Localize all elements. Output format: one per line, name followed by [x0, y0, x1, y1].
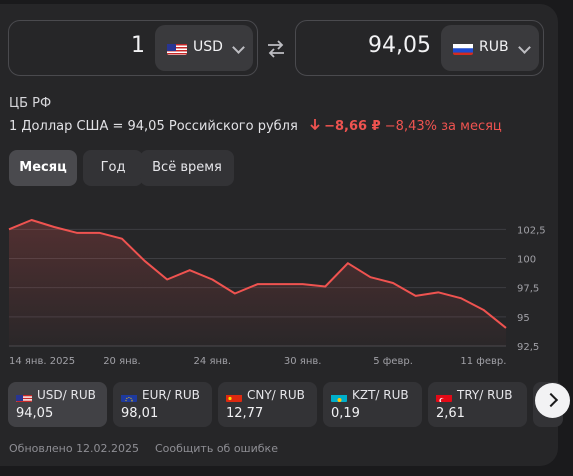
- arrow-down-icon: [310, 118, 320, 134]
- to-currency-select[interactable]: RUB: [441, 25, 539, 71]
- from-currency-select[interactable]: USD: [155, 25, 253, 71]
- chevron-down-icon: [232, 41, 245, 54]
- series-line: [8, 219, 507, 329]
- rate-change: −8,66 ₽: [324, 119, 381, 134]
- tile-eur-rub[interactable]: EUR/ RUB 98,01: [113, 382, 212, 427]
- currency-converter-card: 1 USD 94,05: [0, 4, 563, 466]
- tab-all-time[interactable]: Всё время: [140, 150, 234, 186]
- y-tick-label: 100: [517, 255, 536, 266]
- next-tiles-button[interactable]: [535, 383, 570, 418]
- y-tick-label: 95: [517, 313, 530, 324]
- tr-flag-icon: [436, 391, 452, 402]
- swap-arrows-icon[interactable]: [266, 40, 286, 58]
- chevron-down-icon: [518, 41, 531, 54]
- y-tick-label: 102,5: [517, 225, 546, 236]
- tile-try-rub[interactable]: TRY/ RUB 2,61: [428, 382, 527, 427]
- x-tick-label: 24 янв.: [194, 356, 232, 367]
- tab-month[interactable]: Месяц: [9, 150, 77, 186]
- tile-value: 0,19: [331, 406, 360, 421]
- rate-change-period: за месяц: [441, 119, 502, 134]
- series-area: [9, 220, 506, 346]
- to-amount-input[interactable]: 94,05: [368, 33, 431, 58]
- rate-text: 1 Доллар США = 94,05 Российского рубля: [9, 119, 298, 134]
- tile-value: 94,05: [16, 406, 54, 421]
- tile-label: TRY/ RUB: [457, 388, 513, 402]
- rate-change-percent: −8,43%: [384, 119, 437, 134]
- tile-cny-rub[interactable]: CNY/ RUB 12,77: [218, 382, 317, 427]
- rate-source: ЦБ РФ: [9, 96, 52, 111]
- tile-value: 2,61: [436, 406, 465, 421]
- ru-flag-icon: [453, 42, 473, 55]
- tab-year[interactable]: Год: [83, 150, 143, 186]
- from-amount-input[interactable]: 1: [131, 33, 145, 58]
- y-tick-label: 97,5: [517, 284, 539, 295]
- x-tick-label: 20 янв.: [103, 356, 141, 367]
- rate-chart: 102,5 100 97,5 95 92,5 14 янв. 2025 20 янв. 24 …: [0, 202, 558, 376]
- tile-kzt-rub[interactable]: KZT/ RUB 0,19: [323, 382, 422, 427]
- tile-label: CNY/ RUB: [247, 388, 305, 402]
- rate-line: 1 Доллар США = 94,05 Российского рубля −…: [9, 118, 502, 134]
- us-flag-icon: [167, 42, 187, 55]
- tile-label: EUR/ RUB: [142, 388, 200, 402]
- y-tick-label: 92,5: [517, 342, 539, 353]
- x-tick-label: 5 февр.: [373, 356, 413, 367]
- x-tick-label: 14 янв. 2025: [9, 356, 75, 367]
- tile-label: USD/ RUB: [37, 388, 96, 402]
- x-tick-label: 11 февр.: [460, 356, 506, 367]
- x-tick-label: 30 янв.: [284, 356, 322, 367]
- tile-value: 12,77: [226, 406, 264, 421]
- from-currency-code: USD: [193, 39, 223, 55]
- to-currency-code: RUB: [479, 39, 509, 55]
- tile-usd-rub[interactable]: USD/ RUB 94,05: [8, 382, 107, 427]
- updated-date: Обновлено 12.02.2025: [9, 442, 140, 455]
- rate-chart-svg[interactable]: 102,5 100 97,5 95 92,5 14 янв. 2025 20 янв. 24 …: [0, 202, 558, 372]
- us-flag-icon: [16, 391, 32, 402]
- report-error-link[interactable]: Сообщить об ошибке: [155, 442, 278, 455]
- eu-flag-icon: [121, 391, 137, 402]
- cn-flag-icon: [226, 391, 242, 402]
- from-currency-box[interactable]: 1 USD: [8, 20, 258, 76]
- kz-flag-icon: [331, 391, 347, 402]
- tile-value: 98,01: [121, 406, 159, 421]
- to-currency-box[interactable]: 94,05 RUB: [295, 20, 544, 76]
- chevron-right-icon: [543, 392, 559, 408]
- tile-label: KZT/ RUB: [352, 388, 409, 402]
